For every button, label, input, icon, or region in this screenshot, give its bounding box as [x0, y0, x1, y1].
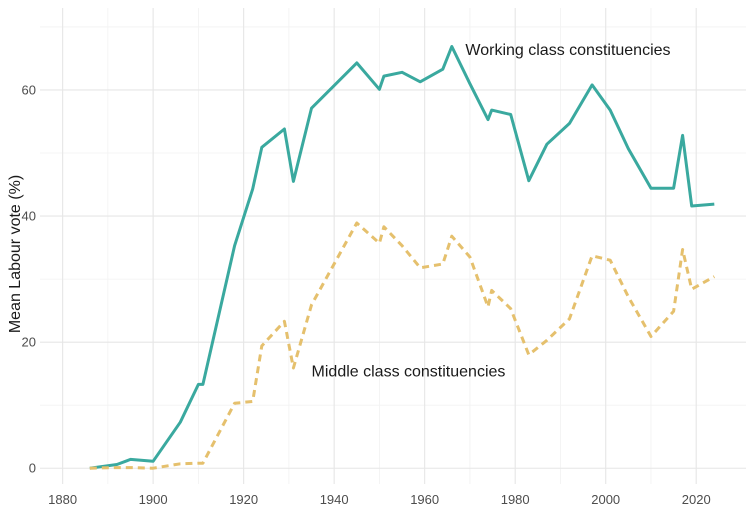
x-tick-label: 1900 — [139, 492, 168, 507]
y-tick-label: 20 — [22, 335, 36, 350]
working-class-label: Working class constituencies — [465, 42, 670, 59]
middle-class-line — [89, 221, 716, 470]
y-axis-ticks: 0 20 40 60 — [22, 82, 36, 475]
middle-class-label: Middle class constituencies — [312, 364, 506, 381]
gridlines — [40, 8, 746, 484]
x-tick-label: 1940 — [320, 492, 349, 507]
working-class-line — [89, 45, 715, 470]
y-tick-label: 60 — [22, 82, 36, 97]
x-tick-label: 1980 — [501, 492, 530, 507]
x-tick-label: 2000 — [591, 492, 620, 507]
x-axis-ticks: 1880 1900 1920 1940 1960 1980 2000 2020 — [48, 492, 711, 507]
y-axis-title: Mean Labour vote (%) — [7, 175, 24, 333]
series-annotations: Working class constituencies Middle class… — [312, 42, 671, 381]
y-tick-label: 40 — [22, 209, 36, 224]
x-tick-label: 1960 — [410, 492, 439, 507]
series-lines — [89, 45, 716, 470]
y-tick-label: 0 — [29, 461, 36, 476]
x-tick-label: 1920 — [229, 492, 258, 507]
x-tick-label: 2020 — [682, 492, 711, 507]
x-tick-label: 1880 — [48, 492, 77, 507]
